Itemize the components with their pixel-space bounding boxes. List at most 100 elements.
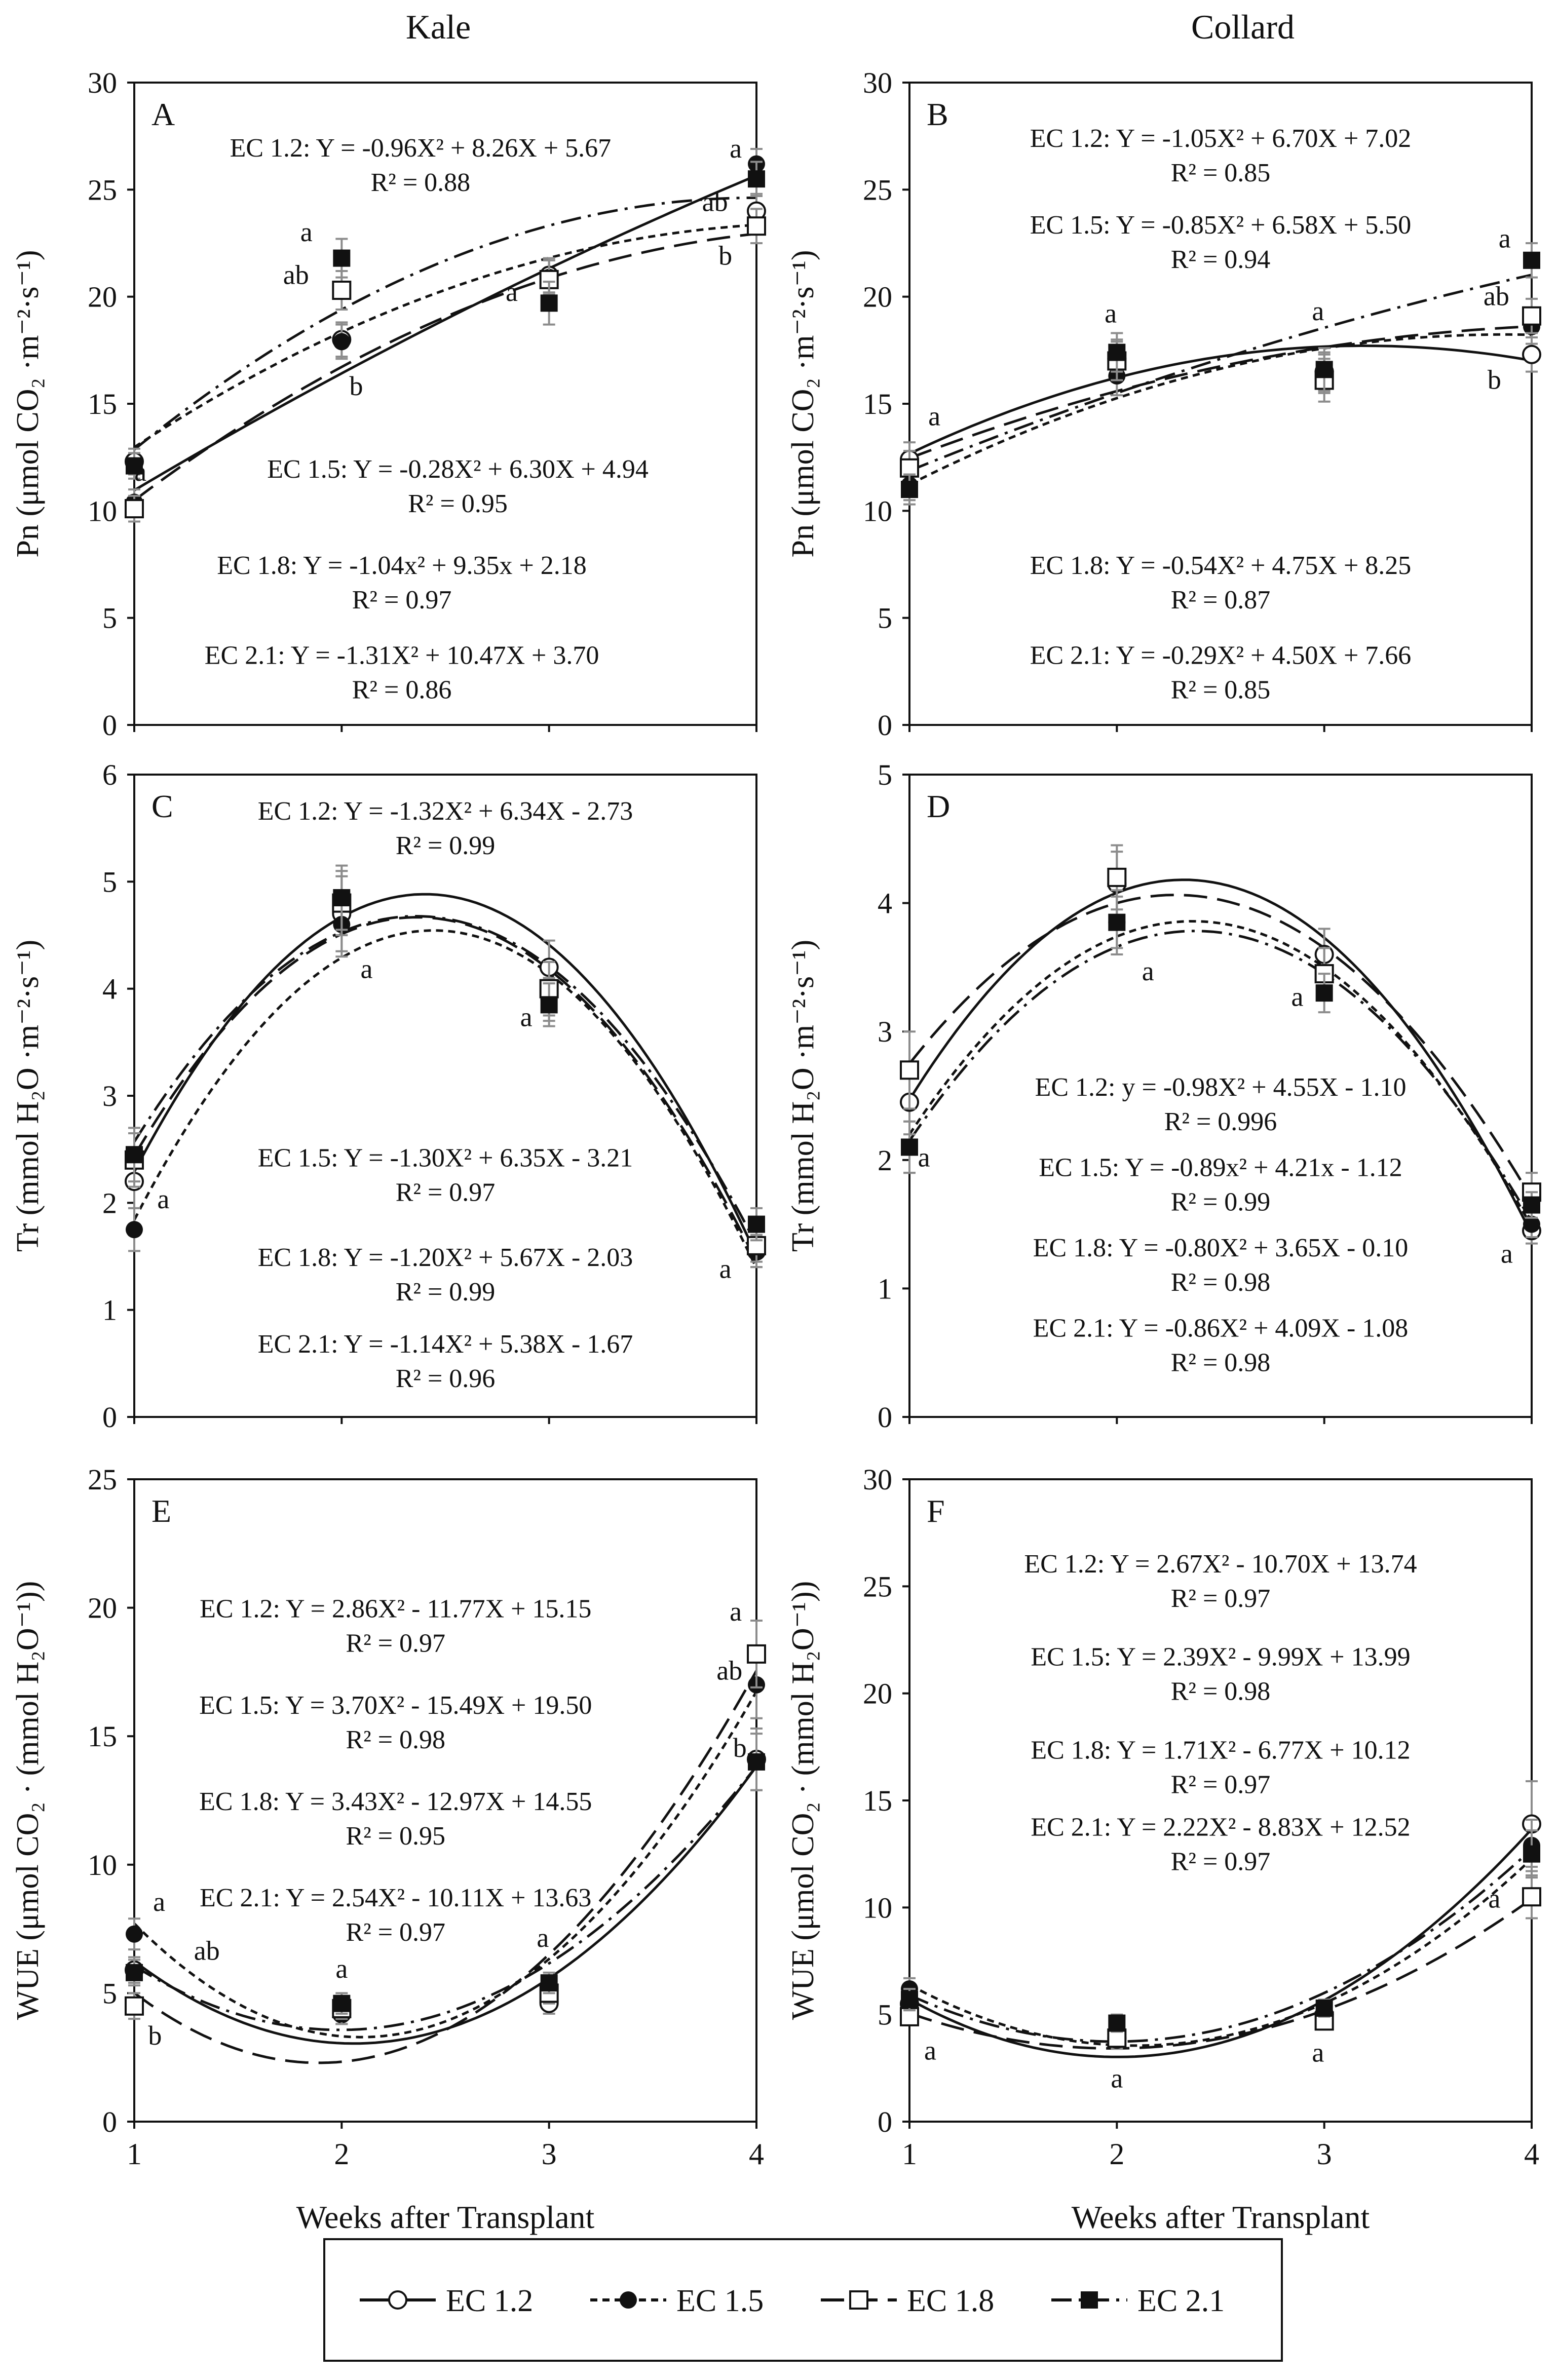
- column-title-kale: Kale: [405, 8, 471, 46]
- panel-b-ytick-label: 15: [863, 388, 892, 420]
- panel-a-r-squared: R² = 0.97: [352, 586, 452, 615]
- panel-a-point-ec21: [748, 170, 765, 188]
- panel-e-r-squared: R² = 0.95: [346, 1822, 445, 1851]
- panel-d-y-axis-title: Tr (mmol H₂O ·m⁻²·s⁻¹): [786, 940, 820, 1252]
- panel-b-significance-label: a: [1499, 223, 1511, 253]
- panel-d-r-squared: R² = 0.98: [1171, 1349, 1271, 1377]
- panel-b-r-squared: R² = 0.85: [1171, 676, 1271, 705]
- panel-b-point-ec12: [1522, 344, 1541, 364]
- panel-a-fit-ec21: [133, 196, 757, 451]
- panel-b-y-axis-title: Pn (μmol CO₂ ·m⁻²·s⁻¹): [786, 250, 820, 558]
- panel-a-fit-ec12: [133, 174, 757, 491]
- panel-e-point-ec18: [125, 1996, 144, 2016]
- panel-e-ytick-label: 0: [102, 2105, 117, 2138]
- panel-d-point-ec15: [1523, 1215, 1540, 1233]
- panel-c-fit-ec15: [133, 929, 758, 1269]
- panel-e-significance-label: a: [537, 1923, 549, 1953]
- legend-label-ec12: EC 1.2: [446, 2284, 533, 2318]
- panel-f-ytick-label: 15: [863, 1784, 892, 1817]
- panel-f-fit-ec21: [908, 1848, 1533, 2043]
- panel-e-equation: EC 1.5: Y = 3.70X² - 15.49X + 19.50: [199, 1691, 592, 1720]
- panel-d-ytick-label: 5: [878, 758, 892, 791]
- panel-c-point-ec21: [748, 1215, 765, 1233]
- legend-marker-ec18: [849, 2290, 868, 2310]
- panel-f-equation: EC 1.5: Y = 2.39X² - 9.99X + 13.99: [1031, 1643, 1410, 1672]
- panel-a-significance-label: a: [730, 133, 742, 164]
- panel-f-significance-label: a: [924, 2035, 936, 2065]
- legend-box: [323, 2238, 1283, 2362]
- panel-a-point-ec21: [333, 249, 351, 267]
- panel-e-significance-label: a: [335, 1953, 348, 1984]
- panel-e-significance-label: b: [148, 2020, 162, 2051]
- panel-e-y-axis-title: WUE (μmol CO₂ · (mmol H₂O⁻¹)): [11, 1581, 45, 2020]
- panel-d-ytick-label: 0: [878, 1401, 892, 1434]
- panel-c-letter: C: [151, 788, 173, 824]
- panel-e-xtick-label: 3: [542, 2137, 557, 2171]
- panel-a-equation: EC 1.2: Y = -0.96X² + 8.26X + 5.67: [230, 134, 612, 163]
- panel-e-r-squared: R² = 0.98: [346, 1725, 445, 1754]
- panel-a-ytick-label: 5: [102, 602, 117, 635]
- panel-f-xtick-label: 2: [1109, 2137, 1124, 2171]
- panel-b-significance-label: a: [1312, 296, 1324, 326]
- panel-a-ytick-label: 10: [88, 494, 117, 527]
- panel-c-ytick-label: 0: [102, 1401, 117, 1434]
- panel-e-fit-ec12: [133, 1765, 758, 2045]
- panel-a-ytick-label: 30: [88, 66, 117, 99]
- legend-marker-ec21: [1081, 2291, 1098, 2309]
- panel-d-point-ec21: [1523, 1196, 1540, 1214]
- panel-f-significance-label: a: [1312, 2038, 1324, 2068]
- panel-f-r-squared: R² = 0.97: [1171, 1584, 1271, 1613]
- panel-e-ytick-label: 25: [88, 1463, 117, 1496]
- panel-a-point-ec18: [332, 280, 352, 300]
- panel-e-point-ec21: [748, 1753, 765, 1771]
- panel-e-xtick-label: 4: [749, 2137, 764, 2171]
- legend-label-ec21: EC 2.1: [1137, 2284, 1225, 2318]
- panel-a-point-ec21: [126, 457, 143, 475]
- panel-e-significance-label: ab: [716, 1656, 742, 1686]
- panel-e-r-squared: R² = 0.97: [346, 1918, 445, 1947]
- panel-a-significance-label: a: [134, 456, 146, 487]
- panel-f-r-squared: R² = 0.97: [1171, 1771, 1271, 1799]
- panel-e-significance-label: a: [153, 1887, 165, 1917]
- panel-b-significance-label: b: [1488, 364, 1501, 395]
- panel-b-significance-label: a: [1105, 298, 1117, 328]
- panel-f-r-squared: R² = 0.98: [1171, 1677, 1271, 1706]
- panel-d-r-squared: R² = 0.99: [1171, 1188, 1271, 1217]
- panel-d-significance-label: a: [1501, 1239, 1513, 1269]
- panel-a-significance-label: a: [506, 277, 518, 307]
- panel-f-ytick-label: 0: [878, 2105, 892, 2138]
- panel-e-fit-ec21: [133, 1765, 757, 2031]
- panel-e-significance-label: a: [730, 1596, 742, 1627]
- panel-a-ytick-label: 25: [88, 173, 117, 206]
- panel-b-ytick-label: 20: [863, 281, 892, 314]
- panel-d-fit-ec12: [908, 878, 1533, 1236]
- panel-d-point-ec21: [901, 1138, 918, 1156]
- panel-c-equation: EC 1.5: Y = -1.30X² + 6.35X - 3.21: [258, 1143, 633, 1172]
- panel-c-frame: [133, 774, 757, 1418]
- panel-a-point-ec15: [333, 333, 351, 351]
- panel-f-ytick-label: 30: [863, 1463, 892, 1496]
- panel-d-point-ec18: [1107, 867, 1127, 887]
- panel-b-equation: EC 1.2: Y = -1.05X² + 6.70X + 7.02: [1030, 124, 1412, 153]
- panel-e-ytick-label: 20: [88, 1592, 117, 1625]
- panel-d-equation: EC 1.2: y = -0.98X² + 4.55X - 1.10: [1035, 1073, 1407, 1102]
- panel-e-frame: [133, 1478, 757, 2123]
- panel-b-ytick-label: 10: [863, 494, 892, 527]
- panel-b-point-ec18: [1522, 306, 1541, 326]
- panel-f-ytick-label: 25: [863, 1570, 892, 1603]
- panel-a-fit-ec15: [133, 223, 757, 448]
- panel-a-point-ec18: [125, 499, 144, 519]
- panel-c-equation: EC 1.2: Y = -1.32X² + 6.34X - 2.73: [258, 797, 633, 826]
- panel-c-y-axis-title: Tr (mmol H₂O ·m⁻²·s⁻¹): [11, 940, 45, 1252]
- panel-f-fit-ec18: [909, 1898, 1533, 2050]
- panel-f-xtick-label: 3: [1317, 2137, 1332, 2171]
- panel-a-r-squared: R² = 0.95: [408, 489, 508, 518]
- panel-d-significance-label: a: [918, 1142, 930, 1172]
- panel-c-r-squared: R² = 0.99: [396, 831, 496, 860]
- panel-f-y-axis-title: WUE (μmol CO₂ · (mmol H₂O⁻¹)): [786, 1581, 820, 2020]
- panel-c-point-ec21: [540, 996, 558, 1014]
- panel-a-r-squared: R² = 0.88: [371, 168, 471, 197]
- panel-d-fit-ec15: [908, 919, 1533, 1227]
- panel-e-xtick-label: 1: [127, 2137, 142, 2171]
- panel-c-ytick-label: 2: [102, 1186, 117, 1219]
